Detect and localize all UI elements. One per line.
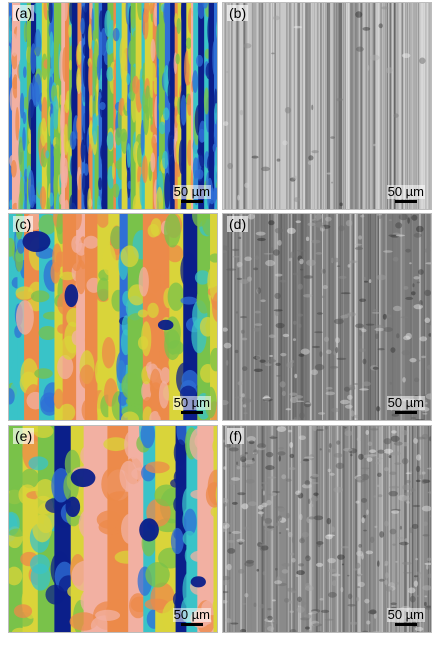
- panel-d-label: (d): [227, 216, 249, 232]
- panel-d-image: [223, 214, 431, 420]
- panel-f-label: (f): [227, 428, 245, 444]
- panel-b-scale-line: [394, 200, 417, 203]
- panel-c-scale-line: [180, 411, 203, 414]
- panel-a-scale-line: [180, 200, 203, 203]
- panel-c-image: [9, 214, 217, 420]
- panel-a-image: [9, 3, 217, 209]
- panel-d-scale-text: 50 µm: [386, 395, 425, 410]
- panel-f-image: [223, 426, 431, 632]
- panel-c-label: (c): [13, 216, 34, 232]
- panel-b-image: [223, 3, 431, 209]
- panel-a-scale-text: 50 µm: [172, 184, 211, 199]
- panel-e-heatmap: (e) 50 µm: [8, 425, 218, 633]
- panel-f-scale-text: 50 µm: [386, 607, 425, 622]
- panel-d-scale-line: [394, 411, 417, 414]
- panel-e-scale-bar: 50 µm: [172, 607, 211, 626]
- panel-b-scale-text: 50 µm: [386, 184, 425, 199]
- panel-f-scale-bar: 50 µm: [386, 607, 425, 626]
- panel-d-sem: (d) 50 µm: [222, 213, 432, 421]
- panel-f-sem: (f) 50 µm: [222, 425, 432, 633]
- panel-f-scale-line: [394, 623, 417, 626]
- panel-c-scale-text: 50 µm: [172, 395, 211, 410]
- panel-b-scale-bar: 50 µm: [386, 184, 425, 203]
- panel-e-image: [9, 426, 217, 632]
- panel-c-scale-bar: 50 µm: [172, 395, 211, 414]
- panel-a-heatmap: (a) 50 µm: [8, 2, 218, 210]
- panel-c-heatmap: (c) 50 µm: [8, 213, 218, 421]
- panel-a-label: (a): [13, 5, 35, 21]
- panel-b-sem: (b) 50 µm: [222, 2, 432, 210]
- panel-e-label: (e): [13, 428, 35, 444]
- panel-e-scale-text: 50 µm: [172, 607, 211, 622]
- panel-b-label: (b): [227, 5, 249, 21]
- panel-e-scale-line: [180, 623, 203, 626]
- panel-d-scale-bar: 50 µm: [386, 395, 425, 414]
- panel-a-scale-bar: 50 µm: [172, 184, 211, 203]
